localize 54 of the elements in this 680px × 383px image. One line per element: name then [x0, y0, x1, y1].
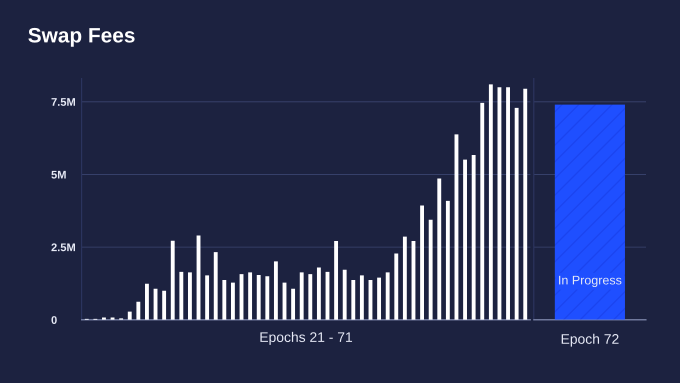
bar [412, 241, 416, 320]
bar [145, 284, 149, 320]
bar [351, 280, 356, 320]
y-tick-label: 7.5M [52, 98, 76, 106]
bar [523, 88, 528, 320]
bar [506, 87, 510, 320]
bar [498, 87, 502, 320]
bar [179, 272, 184, 320]
bar [402, 236, 407, 320]
bar [162, 290, 166, 320]
bar [463, 160, 467, 320]
bar [196, 236, 200, 320]
bar [265, 276, 270, 320]
bar [360, 275, 364, 320]
bar [205, 275, 210, 320]
bar [291, 288, 296, 320]
bar [188, 272, 192, 320]
bar [377, 278, 382, 320]
bar [136, 302, 140, 320]
bar [214, 252, 218, 320]
bar [326, 272, 330, 320]
bar [256, 275, 261, 320]
bar [240, 274, 244, 320]
bar [248, 272, 252, 320]
bar [428, 220, 433, 320]
bar [342, 270, 347, 320]
bar [222, 280, 226, 320]
x-axis-title: Epochs 21 - 71 [260, 332, 352, 345]
bar [154, 288, 158, 320]
bar [472, 154, 476, 320]
bar [454, 134, 458, 320]
bar [316, 267, 321, 320]
bar [308, 274, 312, 320]
chart-title: Swap Fees [28, 28, 135, 47]
bar [368, 280, 372, 320]
bar [386, 272, 390, 320]
bar [170, 240, 175, 320]
bar [394, 254, 398, 320]
y-tick-label: 5M [51, 170, 66, 179]
bar [274, 261, 278, 320]
bar [420, 206, 424, 320]
bar [514, 108, 519, 320]
x-tick-label: Epoch 72 [562, 334, 619, 347]
y-tick-label: 0 [51, 316, 57, 324]
y-tick-label: 2.5M [51, 243, 76, 252]
bar [334, 241, 338, 320]
bar [446, 200, 450, 320]
bar [282, 282, 286, 320]
bar [300, 272, 304, 320]
bar [230, 282, 235, 320]
bar [437, 178, 442, 320]
bar [488, 84, 493, 320]
annotation: In Progress [559, 276, 622, 288]
bar [480, 102, 484, 320]
